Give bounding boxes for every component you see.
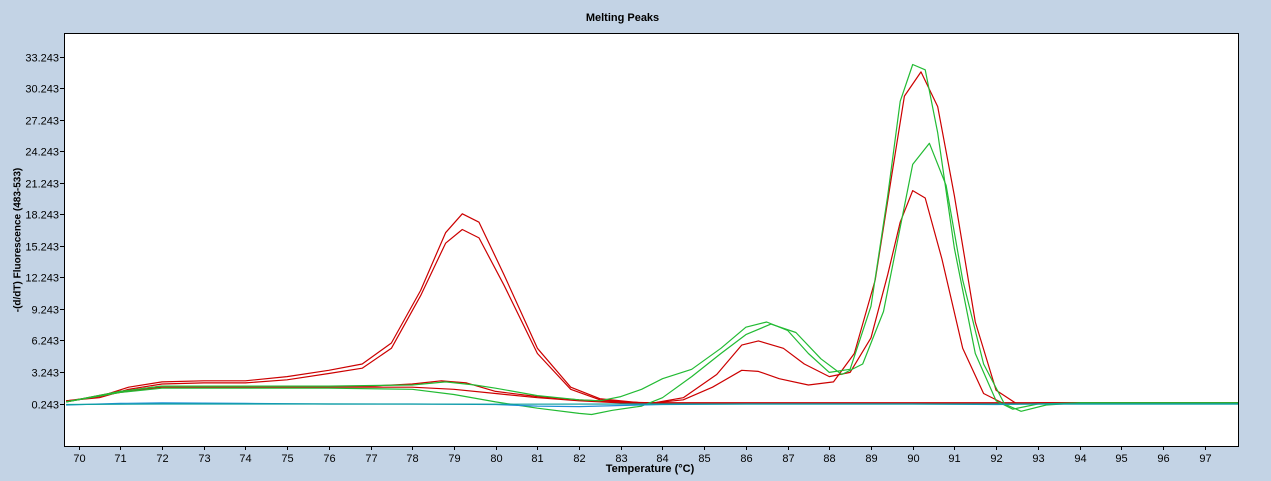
y-tick-label: 9.243 [31, 305, 59, 317]
x-tick-label: 82 [573, 453, 585, 465]
x-tick-label: 95 [1115, 453, 1127, 465]
x-tick-label: 92 [990, 453, 1002, 465]
x-tick-label: 74 [239, 453, 251, 465]
series-line-6 [65, 142, 1238, 416]
x-tick-label: 93 [1032, 453, 1044, 465]
y-tick-label: 30.243 [25, 84, 59, 96]
x-tick-label: 89 [865, 453, 877, 465]
x-tick-label: 80 [490, 453, 502, 465]
x-tick-label: 73 [198, 453, 210, 465]
x-tick-label: 96 [1157, 453, 1169, 465]
x-tick-label: 83 [615, 453, 627, 465]
plot-area [64, 33, 1239, 447]
series-line-8 [66, 403, 1238, 406]
y-tick-label: 18.243 [25, 210, 59, 222]
x-axis-label: Temperature (°C) [605, 463, 695, 475]
y-tick-label: 15.243 [25, 242, 59, 254]
x-axis: 70 71 72 73 74 75 76 77 78 79 80 81 82 83 84 85 86 87 88 89… [73, 446, 1212, 465]
y-tick-label: 0.243 [31, 400, 59, 412]
x-tick-label: 97 [1199, 453, 1211, 465]
x-tick-label: 76 [323, 453, 335, 465]
x-tick-label: 71 [114, 453, 126, 465]
series-line-4 [65, 190, 1238, 405]
y-tick-label: 24.243 [25, 147, 59, 159]
x-tick-label: 91 [948, 453, 960, 465]
y-tick-label: 3.243 [31, 368, 59, 380]
series-layer [65, 63, 1238, 416]
x-tick-label: 86 [740, 453, 752, 465]
x-tick-label: 85 [698, 453, 710, 465]
chart-title: Melting Peaks [585, 12, 660, 24]
y-tick-label: 33.243 [25, 53, 59, 65]
x-tick-label: 81 [531, 453, 543, 465]
x-tick-label: 84 [656, 453, 668, 465]
x-tick-label: 70 [73, 453, 85, 465]
series-line-5 [65, 63, 1238, 410]
series-line-2 [66, 228, 1238, 404]
x-tick-label: 77 [365, 453, 377, 465]
x-tick-label: 87 [782, 453, 794, 465]
y-axis: 0.243 3.243 6.243 9.243 12.243 15.243 18.243 21… [25, 53, 64, 412]
x-tick-label: 88 [823, 453, 835, 465]
y-tick-label: 12.243 [25, 273, 59, 285]
x-tick-label: 90 [907, 453, 919, 465]
x-tick-label: 75 [281, 453, 293, 465]
x-tick-label: 94 [1074, 453, 1086, 465]
y-tick-label: 6.243 [31, 336, 59, 348]
x-tick-label: 79 [448, 453, 460, 465]
x-tick-label: 78 [406, 453, 418, 465]
y-tick-label: 21.243 [25, 179, 59, 191]
x-tick-label: 72 [156, 453, 168, 465]
y-tick-label: 27.243 [25, 116, 59, 128]
